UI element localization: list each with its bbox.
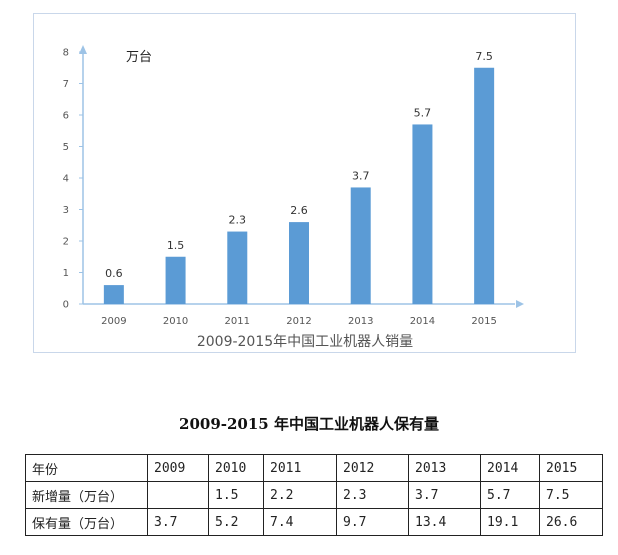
table-header-cell: 2009	[147, 454, 209, 482]
table-header-cell: 2012	[336, 454, 409, 482]
y-tick-label: 2	[63, 237, 69, 248]
table-cell: 5.7	[480, 481, 540, 509]
table-cell: 1.5	[208, 481, 264, 509]
x-tick-label: 2014	[410, 316, 435, 327]
table-title: 2009-2015 年中国工业机器人保有量	[179, 415, 439, 433]
table-row-label: 新增量（万台）	[25, 481, 148, 509]
x-tick-label: 2010	[163, 316, 188, 327]
table-header-cell: 2015	[539, 454, 603, 482]
bar-chart: 0 1 2 3 4 5 6 7 8 万台 0.6 2009 1.5 2010 2.3 2011 2.6 2012 3…	[63, 45, 524, 350]
table-header-cell: 2010	[208, 454, 264, 482]
table-row: 保有量（万台） 3.7 5.2 7.4 9.7 13.4 19.1 26.6	[25, 508, 603, 536]
table-cell: 3.7	[147, 508, 209, 536]
y-tick-label: 5	[63, 142, 69, 153]
x-tick-label: 2015	[471, 316, 496, 327]
x-tick-label: 2012	[286, 316, 311, 327]
chart-frame: 0 1 2 3 4 5 6 7 8 万台 0.6 2009 1.5 2010 2.3 2011 2.6 2012 3…	[33, 13, 576, 353]
y-tick-label: 6	[63, 111, 69, 122]
table-cell	[147, 481, 209, 509]
bar	[412, 124, 433, 304]
x-tick-label: 2011	[225, 316, 250, 327]
chart-title: 2009-2015年中国工业机器人销量	[197, 334, 413, 350]
bar	[289, 222, 309, 304]
data-label: 7.5	[475, 50, 493, 63]
bar	[165, 256, 186, 304]
table-cell: 9.7	[336, 508, 409, 536]
bar	[103, 285, 124, 304]
table-cell: 19.1	[480, 508, 540, 536]
table-cell: 7.5	[539, 481, 603, 509]
y-tick-label: 4	[63, 174, 69, 185]
table-cell: 13.4	[408, 508, 481, 536]
table-header-row: 年份 2009 2010 2011 2012 2013 2014 2015	[25, 454, 603, 482]
table-row: 新增量（万台） 1.5 2.2 2.3 3.7 5.7 7.5	[25, 481, 603, 509]
y-tick-label: 8	[63, 48, 69, 59]
x-tick-label: 2013	[348, 316, 373, 327]
y-tick-label: 3	[63, 205, 69, 216]
data-label: 0.6	[105, 267, 123, 280]
y-tick-label: 1	[63, 268, 69, 279]
table-row-label: 保有量（万台）	[25, 508, 148, 536]
data-label: 2.3	[229, 214, 247, 227]
unit-label: 万台	[126, 50, 152, 65]
y-tick-label: 7	[63, 79, 69, 90]
table-cell: 3.7	[408, 481, 481, 509]
table-header-cell: 2013	[408, 454, 481, 482]
x-axis-arrow	[516, 300, 524, 308]
bar	[227, 231, 248, 304]
data-label: 3.7	[352, 169, 370, 182]
y-axis-arrow	[79, 45, 87, 54]
table-header-cell: 2014	[480, 454, 540, 482]
y-tick-label: 0	[63, 300, 69, 311]
table-header-cell: 年份	[25, 454, 148, 482]
data-label: 1.5	[167, 239, 185, 252]
table-cell: 5.2	[208, 508, 264, 536]
bar	[350, 187, 371, 304]
table-cell: 2.2	[263, 481, 337, 509]
table-cell: 7.4	[263, 508, 337, 536]
bar	[474, 67, 495, 304]
table-cell: 26.6	[539, 508, 603, 536]
table-header-cell: 2011	[263, 454, 337, 482]
robot-stock-table: 年份 2009 2010 2011 2012 2013 2014 2015 新增…	[25, 454, 603, 536]
data-label: 5.7	[414, 106, 432, 119]
table-cell: 2.3	[336, 481, 409, 509]
x-tick-label: 2009	[101, 316, 126, 327]
data-label: 2.6	[290, 204, 308, 217]
